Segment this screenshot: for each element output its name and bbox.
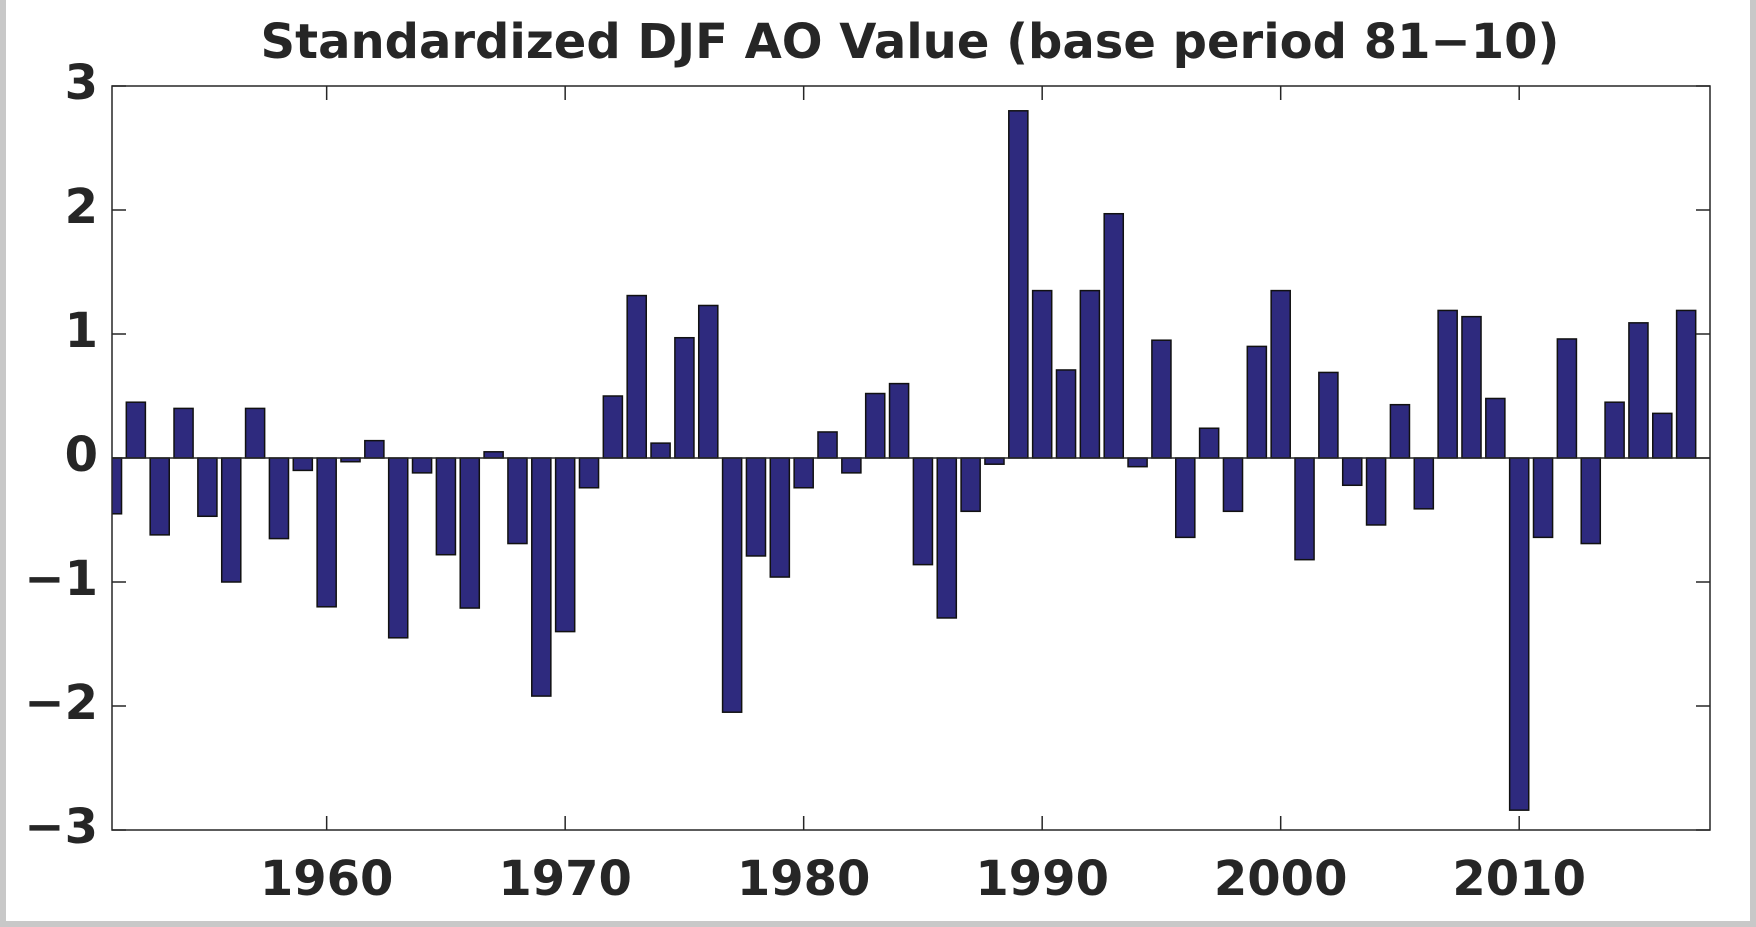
bar [841, 457, 862, 474]
bar [1365, 457, 1387, 526]
bar [745, 457, 767, 557]
bar [1103, 212, 1125, 459]
bar [531, 457, 552, 697]
y-tick-label: 2 [65, 179, 98, 235]
bar [1198, 427, 1220, 459]
x-tick-label: 1970 [498, 851, 632, 907]
bar [936, 457, 958, 619]
chart-title: Standardized DJF AO Value (base period 8… [261, 14, 1560, 70]
bar [1151, 339, 1172, 459]
bar [1246, 345, 1268, 459]
bar [578, 457, 600, 489]
bar [316, 457, 337, 608]
y-tick-label: 0 [65, 427, 98, 483]
bar [173, 407, 194, 459]
bar [1675, 309, 1697, 459]
bar [1174, 457, 1196, 539]
bar [411, 457, 433, 474]
x-tick-label: 1960 [260, 851, 394, 907]
bar [817, 431, 838, 459]
bar [1485, 397, 1506, 459]
bar [1556, 338, 1578, 459]
bar [364, 439, 385, 459]
bar [1079, 289, 1101, 459]
bar [793, 457, 814, 489]
bar [960, 457, 981, 513]
bar [1222, 457, 1244, 513]
bar [220, 457, 242, 583]
bar [721, 457, 743, 713]
bar [1604, 401, 1625, 459]
bar [125, 401, 147, 459]
bar [1580, 457, 1602, 545]
bar [674, 336, 695, 459]
bar [650, 442, 671, 459]
bar [1437, 309, 1458, 459]
x-tick-label: 2000 [1214, 851, 1348, 907]
bar [197, 457, 218, 518]
bar [1508, 457, 1530, 811]
bar [626, 294, 648, 459]
bar [435, 457, 457, 556]
bar [1031, 289, 1053, 459]
bar [244, 407, 266, 459]
bar [1341, 457, 1363, 487]
bar [1652, 412, 1673, 459]
bar [697, 304, 719, 459]
bar [888, 382, 910, 459]
bar [1294, 457, 1315, 561]
background [6, 0, 1750, 921]
bar [602, 395, 624, 459]
y-tick-label: −1 [24, 551, 98, 607]
bar [984, 457, 1005, 465]
bar [912, 457, 934, 566]
bar [1389, 403, 1411, 459]
bar [1055, 369, 1077, 459]
bar [112, 457, 123, 515]
y-tick-label: −3 [24, 799, 98, 855]
bar [459, 457, 481, 609]
x-tick-label: 1980 [737, 851, 871, 907]
bar [149, 457, 170, 536]
bars [112, 110, 1697, 811]
x-tick-label: 1990 [975, 851, 1109, 907]
bar [507, 457, 528, 545]
bar [1270, 289, 1291, 459]
bar [1413, 457, 1435, 510]
bar [268, 457, 290, 540]
bar [864, 392, 886, 459]
bar [554, 457, 576, 633]
bar [1461, 315, 1482, 459]
bar [483, 451, 504, 459]
y-tick-label: −2 [24, 675, 98, 731]
bar [1532, 457, 1554, 539]
y-tick-label: 3 [65, 55, 98, 111]
bar [1318, 371, 1339, 459]
bar [387, 457, 409, 639]
x-tick-label: 2010 [1452, 851, 1586, 907]
bar [1127, 457, 1148, 468]
bar [769, 457, 791, 578]
bar [1628, 322, 1649, 459]
y-tick-label: 1 [65, 303, 98, 359]
bar [292, 457, 314, 472]
bar [1008, 110, 1029, 459]
